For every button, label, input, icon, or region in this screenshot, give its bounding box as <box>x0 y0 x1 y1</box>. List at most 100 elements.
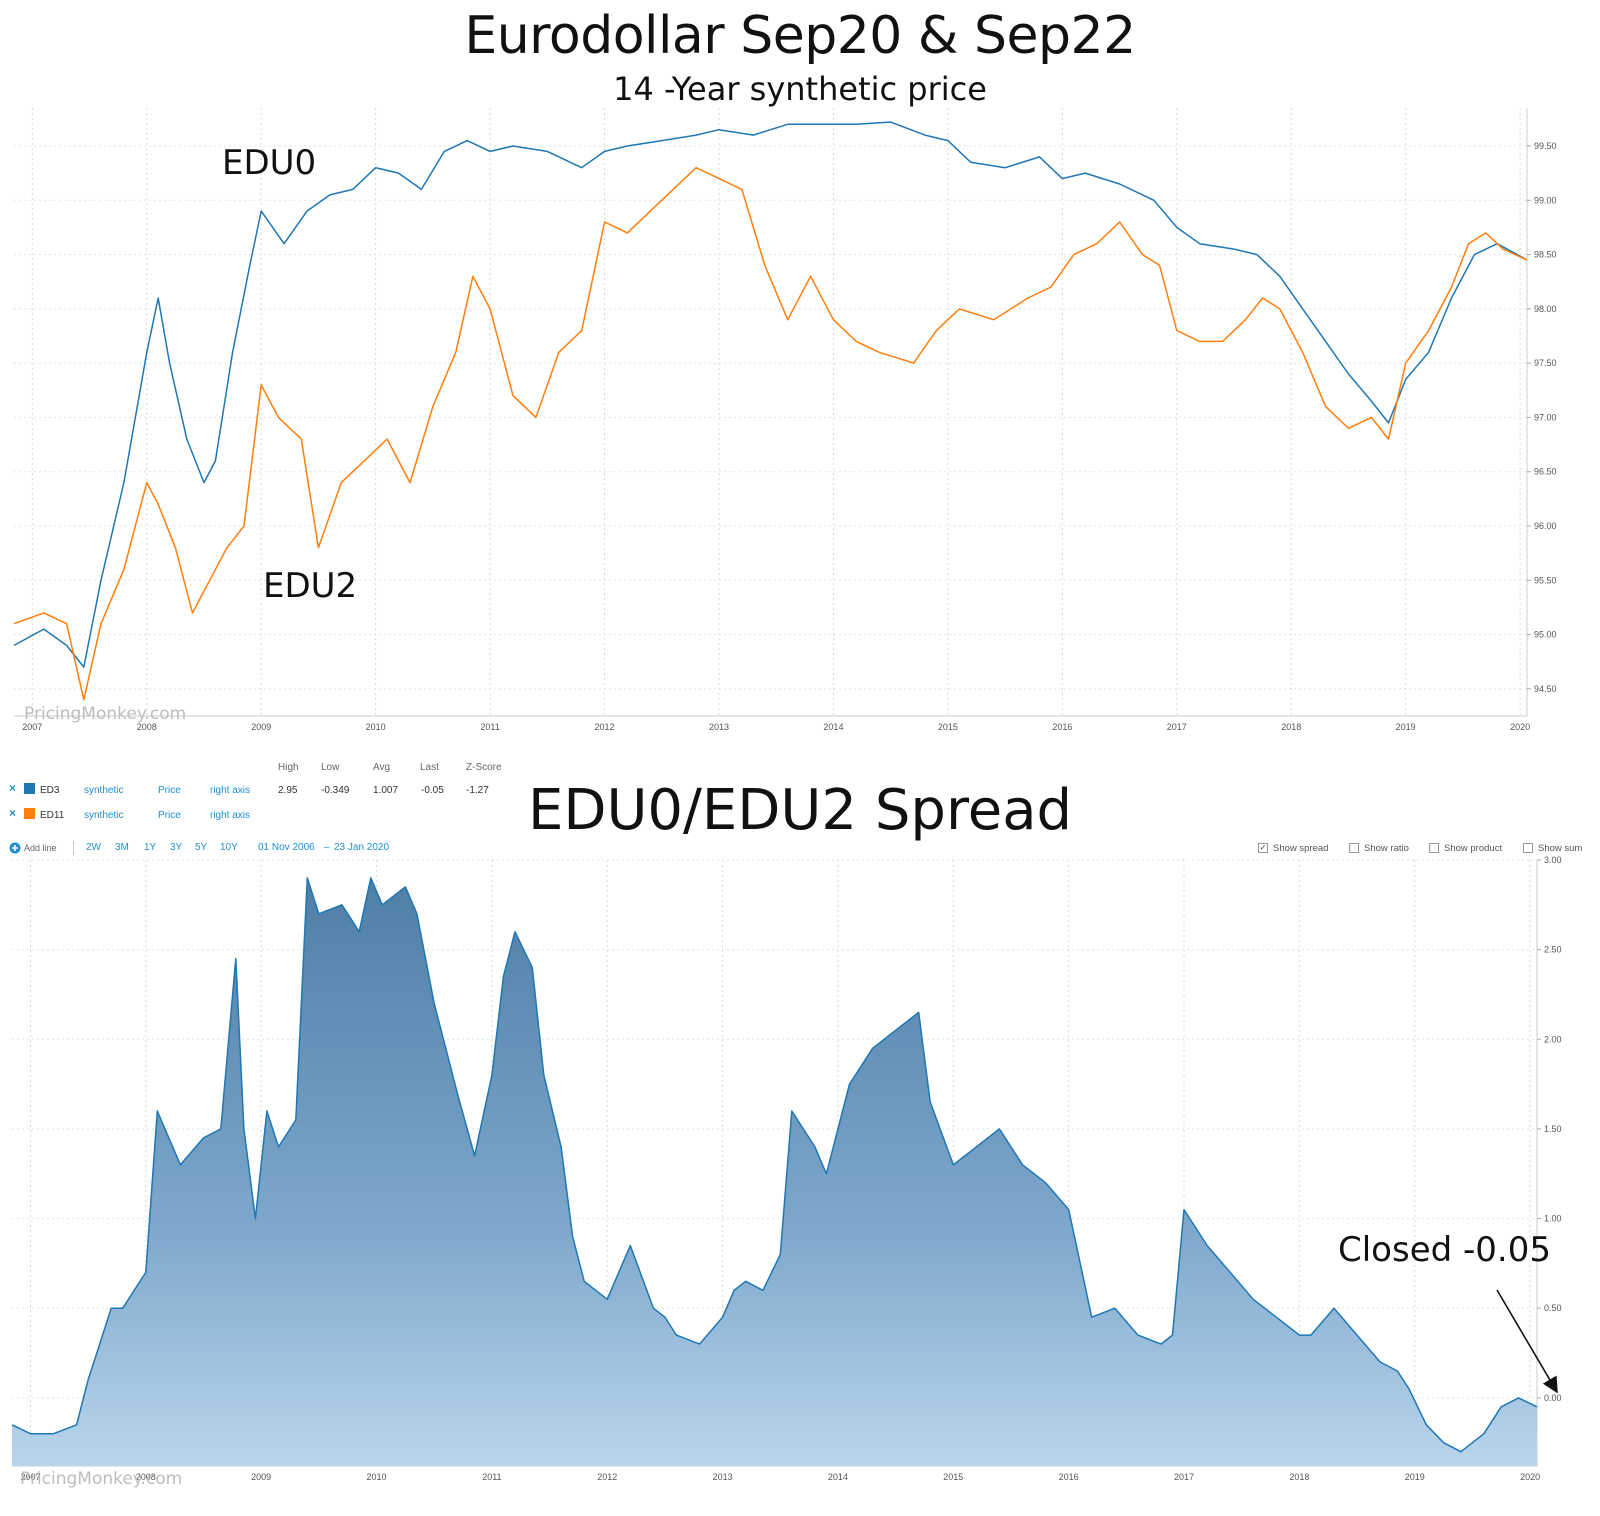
x-tick-label: 2011 <box>482 1472 501 1482</box>
y-tick-label: 3.00 <box>1544 855 1562 865</box>
x-tick-label: 2016 <box>1059 1472 1079 1482</box>
edu0-line <box>13 121 1528 668</box>
ed3-last: -0.05 <box>421 785 444 796</box>
watermark-bottom: PricingMonkey.com <box>20 1469 183 1489</box>
show-spread-checkbox[interactable]: ✓ <box>1258 843 1268 853</box>
x-tick-label: 2012 <box>595 722 615 732</box>
x-tick-label: 2018 <box>1281 722 1301 732</box>
show-product-label: Show product <box>1444 843 1503 854</box>
price-chart: 2007 2008 2009 2010 2011 2012 2013 2014 2015 2016… <box>13 108 1557 732</box>
x-tick-label: 2010 <box>367 1472 387 1482</box>
x-tick-label: 2014 <box>828 1472 848 1482</box>
add-line-icon[interactable] <box>9 842 21 854</box>
x-tick-label: 2015 <box>943 1472 963 1482</box>
y-tick-label: 98.00 <box>1534 304 1557 314</box>
x-tick-label: 2009 <box>251 1472 271 1482</box>
spread-chart: 2007 2008 2009 2010 2011 2012 2013 2014 2015 2016… <box>11 855 1562 1482</box>
range-5y-button[interactable]: 5Y <box>195 842 208 853</box>
ed11-axis-link[interactable]: right axis <box>210 810 251 821</box>
y-tick-label: 95.50 <box>1534 575 1557 585</box>
y-tick-label: 98.50 <box>1534 250 1557 260</box>
y-tick-label: 97.00 <box>1534 412 1557 422</box>
stat-header-avg: Avg <box>373 762 391 773</box>
y-tick-label: 96.50 <box>1534 467 1557 477</box>
x-tick-label: 2009 <box>251 722 271 732</box>
y-tick-label: 95.00 <box>1534 630 1557 640</box>
remove-ed11-icon[interactable]: × <box>9 806 17 820</box>
remove-ed3-icon[interactable]: × <box>9 781 17 795</box>
x-tick-label: 2015 <box>938 722 958 732</box>
chart-subtitle: 14 -Year synthetic price <box>613 70 987 108</box>
stat-header-high: High <box>278 762 299 773</box>
y-tick-label: 99.50 <box>1534 141 1557 151</box>
x-tick-label: 2007 <box>20 1472 40 1482</box>
y-tick-label: 0.00 <box>1544 1393 1562 1403</box>
x-tick-label: 2013 <box>713 1472 733 1482</box>
x-tick-label: 2008 <box>137 722 157 732</box>
ed3-axis-link[interactable]: right axis <box>210 785 251 796</box>
x-tick-label: 2014 <box>823 722 843 732</box>
x-tick-label: 2017 <box>1167 722 1187 732</box>
x-tick-label: 2020 <box>1520 1472 1540 1482</box>
add-line-button[interactable]: Add line <box>24 843 57 853</box>
x-tick-label: 2016 <box>1052 722 1072 732</box>
ed11-type-link[interactable]: synthetic <box>84 810 124 821</box>
range-10y-button[interactable]: 10Y <box>220 842 238 853</box>
show-spread-label: Show spread <box>1273 843 1329 854</box>
y-tick-label: 1.50 <box>1544 1124 1562 1134</box>
x-tick-label: 2007 <box>22 722 42 732</box>
x-tick-label: 2017 <box>1174 1472 1194 1482</box>
date-to-input[interactable]: 23 Jan 2020 <box>334 842 390 853</box>
ed3-low: -0.349 <box>321 785 350 796</box>
range-2w-button[interactable]: 2W <box>86 842 101 853</box>
ed3-swatch <box>24 783 35 794</box>
show-sum-checkbox[interactable] <box>1523 843 1533 853</box>
x-tick-label: 2019 <box>1396 722 1416 732</box>
spread-title: EDU0/EDU2 Spread <box>527 778 1073 843</box>
ed3-area-fill <box>12 877 1537 1466</box>
x-tick-label: 2019 <box>1405 1472 1425 1482</box>
x-tick-label: 2010 <box>366 722 386 732</box>
toolbar-divider <box>73 841 74 855</box>
chart-title: Eurodollar Sep20 & Sep22 <box>464 6 1136 66</box>
date-from-input[interactable]: 01 Nov 2006 <box>258 842 315 853</box>
stat-header-zscore: Z-Score <box>466 762 502 773</box>
y-tick-label: 96.00 <box>1534 521 1557 531</box>
x-tick-label: 2012 <box>597 1472 617 1482</box>
y-tick-label: 2.50 <box>1544 945 1562 955</box>
x-tick-label: 2011 <box>480 722 499 732</box>
y-tick-label: 2.00 <box>1544 1034 1562 1044</box>
ed11-field-link[interactable]: Price <box>158 810 181 821</box>
show-product-checkbox[interactable] <box>1429 843 1439 853</box>
ed3-avg: 1.007 <box>373 785 399 796</box>
date-separator: – <box>324 842 330 853</box>
edu2-annotation: EDU2 <box>263 566 358 606</box>
range-3m-button[interactable]: 3M <box>115 842 129 853</box>
show-ratio-checkbox[interactable] <box>1349 843 1359 853</box>
closed-annotation: Closed -0.05 <box>1338 1230 1551 1270</box>
ed3-type-link[interactable]: synthetic <box>84 785 124 796</box>
range-3y-button[interactable]: 3Y <box>170 842 183 853</box>
edu2-line <box>13 166 1528 701</box>
stat-header-low: Low <box>321 762 340 773</box>
y-tick-label: 94.50 <box>1534 684 1557 694</box>
ed3-zscore: -1.27 <box>466 785 489 796</box>
y-tick-label: 99.00 <box>1534 195 1557 205</box>
ed11-swatch <box>24 808 35 819</box>
show-ratio-label: Show ratio <box>1364 843 1409 854</box>
ed3-high: 2.95 <box>278 785 298 796</box>
y-tick-label: 0.50 <box>1544 1303 1562 1313</box>
stat-header-last: Last <box>420 762 439 773</box>
show-sum-label: Show sum <box>1538 843 1583 854</box>
range-1y-button[interactable]: 1Y <box>144 842 157 853</box>
y-tick-label: 97.50 <box>1534 358 1557 368</box>
ed11-name: ED11 <box>40 810 65 821</box>
y-tick-label: 1.00 <box>1544 1214 1562 1224</box>
ed3-field-link[interactable]: Price <box>158 785 181 796</box>
x-tick-label: 2018 <box>1289 1472 1309 1482</box>
x-tick-label: 2013 <box>709 722 729 732</box>
ed3-line <box>11 877 1538 1453</box>
x-tick-label: 2020 <box>1510 722 1530 732</box>
x-tick-label: 2008 <box>136 1472 156 1482</box>
edu0-annotation: EDU0 <box>222 143 317 183</box>
